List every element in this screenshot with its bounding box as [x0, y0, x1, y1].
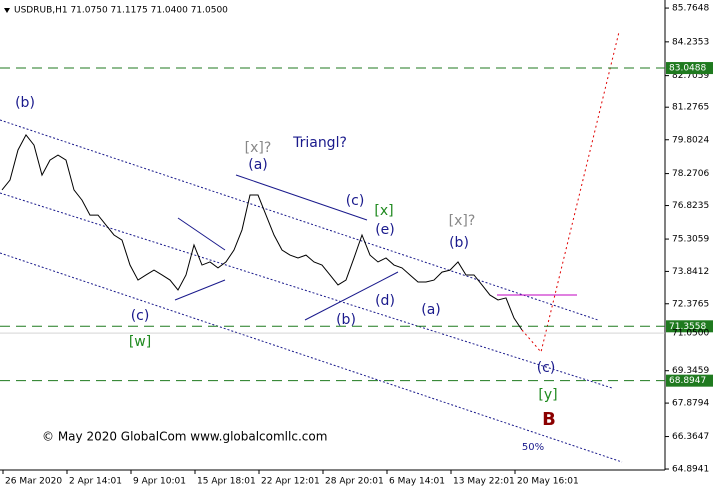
wave-label: 50%: [522, 442, 544, 453]
x-tick-label: 20 May 16:01: [517, 477, 579, 487]
y-tick-label: 84.2353: [672, 37, 709, 47]
level-label-box: [666, 374, 713, 387]
x-tick-label: 2 Apr 14:01: [69, 477, 122, 487]
level-label: 83.0488: [669, 64, 706, 74]
wave-line: [177, 217, 226, 251]
y-tick-label: 81.2765: [672, 103, 709, 113]
header-icon: [4, 8, 10, 13]
y-tick-label: 72.3765: [672, 299, 709, 309]
y-tick-label: 75.3059: [672, 235, 709, 245]
channels: [0, 31, 623, 463]
wave-label: (b): [449, 235, 469, 251]
wave-label: [x]: [374, 203, 393, 219]
copyright: © May 2020 GlobalCom www.globalcomllc.co…: [42, 430, 327, 444]
x-tick-label: 13 May 22:01: [453, 477, 515, 487]
level-label: 71.3558: [669, 322, 706, 332]
y-tick-label: 64.8941: [672, 465, 709, 475]
channel-line: [0, 119, 599, 321]
wave-label: Triangl?: [292, 135, 347, 151]
channel-line: [0, 192, 613, 389]
wave-label: (c): [346, 193, 365, 209]
wave-label: (d): [375, 293, 395, 309]
y-tick-label: 85.7648: [672, 4, 709, 14]
y-tick-label: 66.3647: [672, 432, 709, 442]
y-tick-label: 73.8412: [672, 267, 709, 277]
x-tick-label: 6 May 14:01: [389, 477, 445, 487]
wave-label: (b): [336, 312, 356, 328]
level-label-box: [666, 62, 713, 75]
wave-line: [304, 271, 399, 321]
x-tick-label: 26 Mar 2020: [5, 477, 62, 487]
price-series: [1, 134, 523, 331]
wave-label: [w]: [129, 334, 151, 350]
y-tick-label: 76.8235: [672, 201, 709, 211]
level-label: 68.8947: [669, 376, 706, 386]
wave-label: [x]?: [449, 213, 476, 229]
y-tick-label: 78.2706: [672, 169, 709, 179]
level-label-box: [666, 320, 713, 333]
price-label: 71.0500: [672, 329, 709, 339]
wave-label: (c): [537, 360, 556, 376]
wave-line: [235, 174, 368, 221]
channel-line: [0, 252, 623, 463]
wave-label: (e): [375, 222, 395, 238]
wave-line: [174, 279, 226, 301]
y-tick-label: 67.8794: [672, 399, 709, 409]
y-tick-label: 82.7059: [672, 71, 709, 81]
x-tick-label: 28 Apr 20:01: [325, 477, 384, 487]
x-tick-label: 15 Apr 18:01: [197, 477, 256, 487]
x-tick-label: 9 Apr 10:01: [133, 477, 186, 487]
y-tick-label: 69.3459: [672, 366, 709, 376]
y-tick-label: 79.8024: [672, 135, 709, 145]
wave-label: B: [542, 409, 556, 430]
wave-label: (a): [421, 302, 441, 318]
wave-label: (b): [15, 95, 35, 111]
wave-label: (c): [131, 308, 150, 324]
x-tick-label: 22 Apr 12:01: [261, 477, 320, 487]
wave-label: [x]?: [245, 140, 272, 156]
annotations: (b) (c) [w] [x]? (a) Triangl? (c) [x] (e…: [15, 95, 558, 453]
header: USDRUB,H1 71.0750 71.1175 71.0400 71.050…: [14, 6, 228, 16]
wave-label: [y]: [538, 387, 557, 403]
wave-label: (a): [248, 157, 268, 173]
